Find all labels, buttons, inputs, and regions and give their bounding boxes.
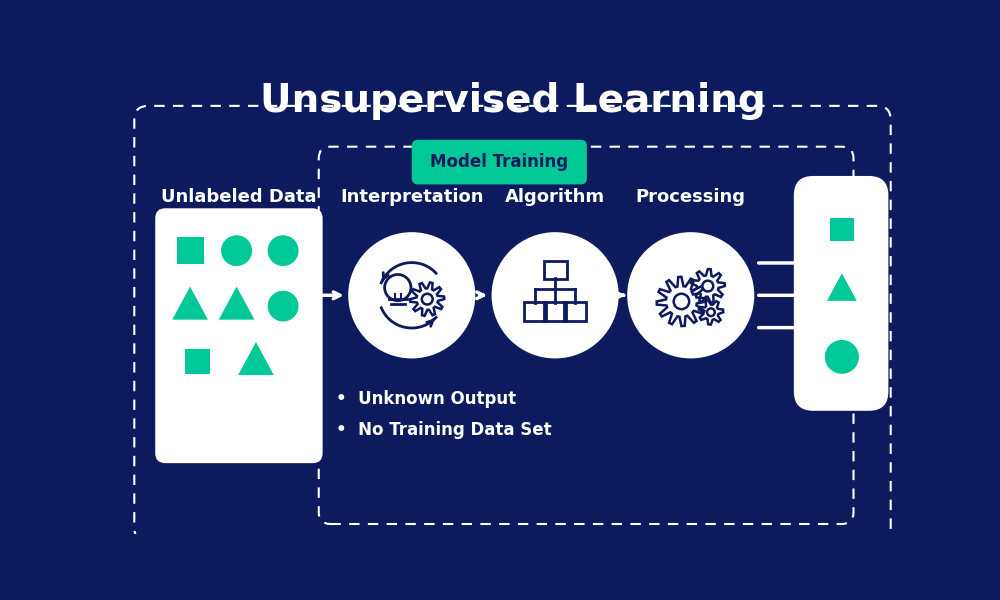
Text: Unlabeled Data: Unlabeled Data xyxy=(161,188,317,206)
Polygon shape xyxy=(172,287,208,320)
Circle shape xyxy=(627,232,754,358)
Text: Unsupervised Learning: Unsupervised Learning xyxy=(260,82,765,120)
Text: Model Training: Model Training xyxy=(430,153,568,171)
Circle shape xyxy=(674,294,689,309)
Bar xyxy=(177,237,204,264)
Polygon shape xyxy=(827,274,857,301)
Circle shape xyxy=(221,235,252,266)
FancyBboxPatch shape xyxy=(412,140,587,184)
Circle shape xyxy=(268,290,299,322)
FancyBboxPatch shape xyxy=(794,176,888,411)
Bar xyxy=(185,349,210,374)
Circle shape xyxy=(825,340,859,374)
Circle shape xyxy=(702,281,713,292)
Text: Interpretation: Interpretation xyxy=(340,188,484,206)
Circle shape xyxy=(492,232,619,358)
Text: Algorithm: Algorithm xyxy=(505,188,605,206)
Text: Output: Output xyxy=(806,188,877,206)
Circle shape xyxy=(707,308,715,316)
Polygon shape xyxy=(238,342,274,375)
Text: •  Unknown Output: • Unknown Output xyxy=(336,390,516,408)
Circle shape xyxy=(422,294,433,305)
Circle shape xyxy=(268,235,299,266)
Text: •  No Training Data Set: • No Training Data Set xyxy=(336,421,551,439)
FancyBboxPatch shape xyxy=(155,208,323,463)
Polygon shape xyxy=(219,287,255,320)
Bar xyxy=(830,218,854,241)
Text: Processing: Processing xyxy=(636,188,746,206)
Circle shape xyxy=(348,232,475,358)
